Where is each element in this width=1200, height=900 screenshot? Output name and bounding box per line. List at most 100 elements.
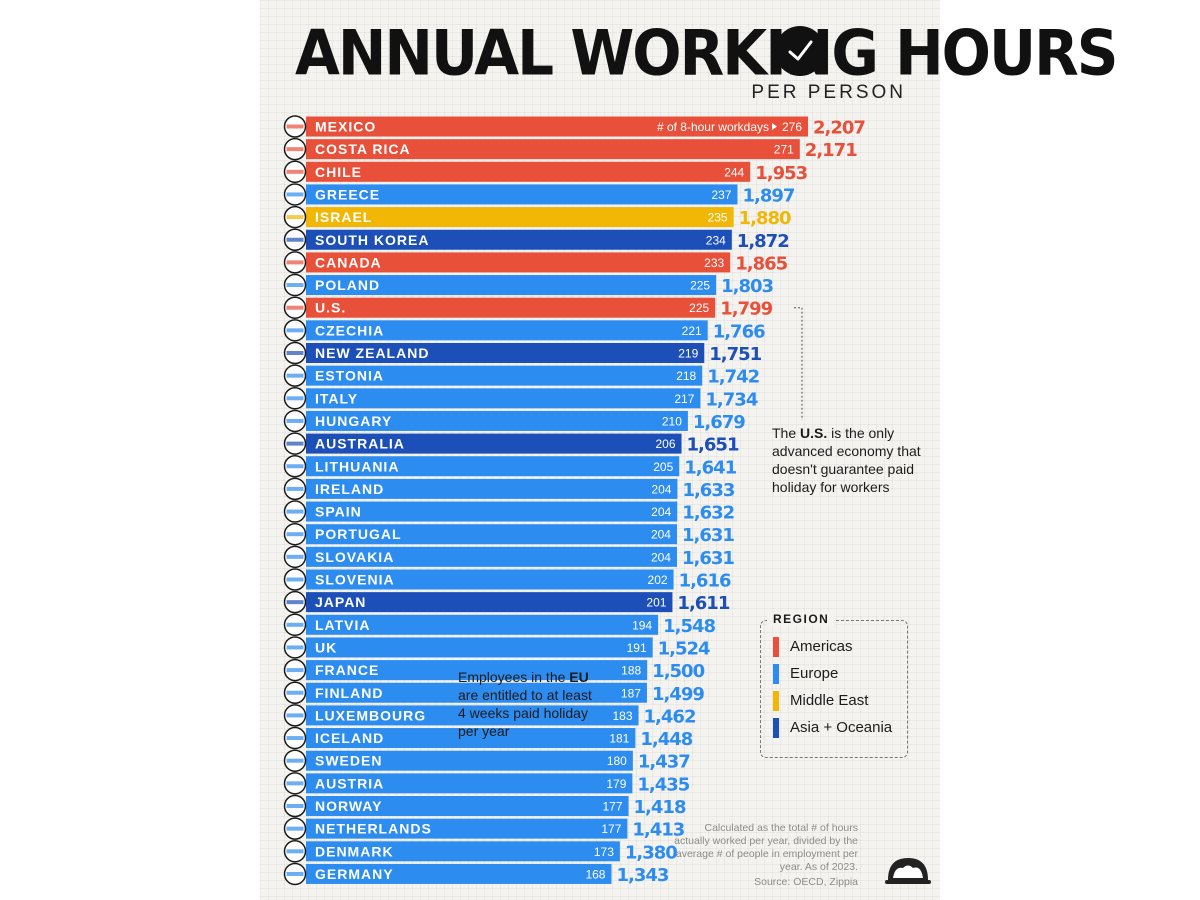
country-label: AUSTRIA	[315, 775, 384, 791]
flag-stripe	[286, 804, 304, 808]
bar-row-israel: ISRAEL 235 1,880	[283, 205, 792, 229]
workdays-label: 225	[690, 279, 710, 293]
flag-stripe	[286, 373, 304, 378]
country-label: CZECHIA	[315, 322, 384, 338]
bar-row-sweden: SWEDEN 180 1,437	[283, 749, 691, 773]
country-label: ISRAEL	[315, 209, 372, 225]
country-label: IRELAND	[315, 481, 384, 497]
bar-row-france: FRANCE 188 1,500	[283, 658, 706, 682]
workdays-label: 210	[662, 414, 682, 428]
bar-germany	[306, 863, 612, 884]
hours-value-label: 1,632	[682, 503, 734, 524]
hours-value-label: 1,799	[720, 299, 772, 320]
bar-lithuania	[306, 456, 680, 477]
workdays-label: 276	[782, 120, 802, 134]
workdays-key-label: # of 8-hour workdays	[657, 120, 769, 134]
flag-stripe	[286, 464, 304, 469]
hours-value-label: 1,651	[687, 435, 739, 456]
us-callout-line	[794, 307, 803, 420]
flag-stripe	[286, 283, 304, 288]
flag-stripe	[286, 554, 304, 559]
workdays-label: 235	[708, 211, 728, 225]
bar-row-new-zealand: NEW ZEALAND 219 1,751	[283, 341, 763, 365]
bar-row-slovenia: SLOVENIA 202 1,616	[283, 568, 732, 592]
legend-label: Europe	[790, 665, 839, 682]
bar-row-japan: JAPAN 201 1,611	[283, 590, 731, 614]
country-label: SPAIN	[315, 504, 362, 520]
workdays-label: 234	[706, 233, 726, 247]
hours-value-label: 1,435	[637, 774, 689, 795]
country-label: JAPAN	[315, 594, 366, 610]
bar-row-slovakia: SLOVAKIA 204 1,631	[283, 545, 735, 569]
hours-value-label: 1,524	[658, 638, 710, 659]
bar-row-austria: AUSTRIA 179 1,435	[283, 772, 691, 795]
bar-chile	[306, 161, 751, 182]
hours-value-label: 1,499	[652, 684, 704, 705]
country-label: AUSTRALIA	[315, 436, 405, 452]
hours-value-label: 1,500	[652, 661, 704, 682]
bar-luxembourg	[306, 705, 639, 726]
hours-value-label: 1,742	[707, 367, 759, 388]
country-label: NORWAY	[315, 798, 382, 814]
bar-row-costa-rica: COSTA RICA 271 2,171	[283, 137, 858, 161]
hours-value-label: 1,548	[663, 616, 715, 637]
flag-stripe	[286, 441, 304, 446]
country-label: DENMARK	[315, 843, 394, 859]
flag-stripe	[286, 147, 304, 152]
bar-row-norway: NORWAY 177 1,418	[283, 794, 687, 818]
hours-value-label: 1,631	[682, 525, 734, 546]
workdays-label: 205	[653, 460, 673, 474]
flag-stripe	[286, 260, 304, 265]
workdays-label: 173	[594, 845, 614, 859]
flag-stripe	[286, 509, 304, 514]
workdays-label: 221	[682, 324, 702, 338]
flag-stripe	[286, 328, 304, 333]
flag-stripe	[286, 215, 304, 220]
bar-austria	[306, 773, 633, 794]
flag-stripe	[286, 871, 304, 876]
bar-japan	[306, 592, 673, 613]
workdays-label: 244	[724, 165, 744, 179]
bar-row-ireland: IRELAND 204 1,633	[283, 477, 736, 501]
country-label: SOUTH KOREA	[315, 232, 429, 248]
flag-stripe	[286, 305, 304, 310]
flag-stripe	[286, 781, 304, 786]
bar-sweden	[306, 750, 633, 771]
bar-row-canada: CANADA 233 1,865	[283, 251, 789, 274]
country-label: LUXEMBOURG	[315, 707, 426, 723]
country-label: GREECE	[315, 186, 380, 202]
legend-label: Asia + Oceania	[790, 719, 893, 736]
bar-israel	[306, 207, 734, 228]
country-label: ICELAND	[315, 730, 384, 746]
hours-value-label: 1,641	[684, 457, 736, 478]
flag-stripe	[286, 418, 304, 423]
bar-row-netherlands: NETHERLANDS 177 1,413	[283, 817, 686, 841]
arrow-right-icon	[772, 123, 777, 130]
hours-value-label: 1,380	[625, 842, 677, 863]
flag-stripe	[286, 668, 304, 673]
country-label: LATVIA	[315, 617, 371, 633]
bar-slovakia	[306, 546, 677, 567]
country-label: ESTONIA	[315, 368, 384, 384]
bar-ireland	[306, 478, 678, 499]
workdays-label: 202	[648, 573, 668, 587]
country-label: LITHUANIA	[315, 458, 399, 474]
country-label: PORTUGAL	[315, 526, 402, 542]
bar-denmark	[306, 841, 620, 862]
country-label: MEXICO	[315, 119, 376, 135]
workdays-label: 187	[621, 686, 641, 700]
bar-estonia	[306, 365, 703, 386]
bar-mexico	[306, 116, 808, 137]
country-label: FRANCE	[315, 662, 379, 678]
legend-swatch	[773, 718, 779, 738]
brand-logo	[885, 858, 931, 884]
bar-row-poland: POLAND 225 1,803	[283, 273, 775, 297]
bar-row-uk: UK 191 1,524	[283, 636, 711, 659]
workdays-label: 233	[704, 256, 724, 270]
country-label: UK	[315, 639, 337, 655]
bar-row-finland: FINLAND 187 1,499	[283, 681, 705, 705]
bar-row-portugal: PORTUGAL 204 1,631	[283, 522, 735, 546]
workdays-label: 217	[674, 392, 694, 406]
bar-hungary	[306, 410, 688, 431]
country-label: SLOVAKIA	[315, 549, 394, 565]
